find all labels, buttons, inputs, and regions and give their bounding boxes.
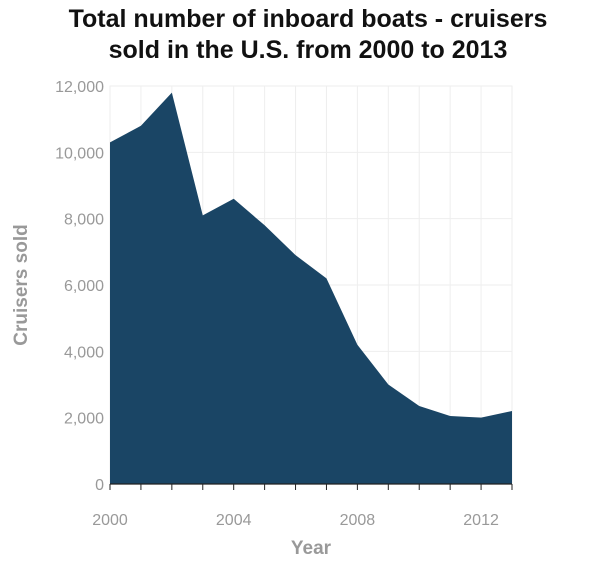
chart-title-line-1: Total number of inboard boats - cruisers [68,5,548,33]
x-tick-labels: 2000 2004 2008 2012 [92,512,499,529]
y-axis-title: Cruisers sold [11,224,32,345]
axes [109,483,513,490]
chart-title-line-2: sold in the U.S. from 2000 to 2013 [108,36,508,64]
y-tick-label: 8,000 [64,212,104,229]
y-tick-labels: 0 2,000 4,000 6,000 8,000 10,000 12,000 [55,79,104,494]
x-tick-label: 2012 [463,512,499,529]
x-tick-label: 2004 [216,512,252,529]
y-tick-label: 10,000 [55,145,104,162]
area-fill [110,92,512,484]
y-tick-label: 0 [95,477,104,494]
x-tick-label: 2000 [92,512,128,529]
chart-title: Total number of inboard boats - cruisers… [0,4,616,66]
y-tick-label: 12,000 [55,79,104,96]
area-series [110,92,512,484]
x-axis-title: Year [291,538,332,559]
y-tick-label: 6,000 [64,278,104,295]
x-tick-label: 2008 [340,512,376,529]
y-tick-label: 2,000 [64,411,104,428]
y-tick-label: 4,000 [64,344,104,361]
